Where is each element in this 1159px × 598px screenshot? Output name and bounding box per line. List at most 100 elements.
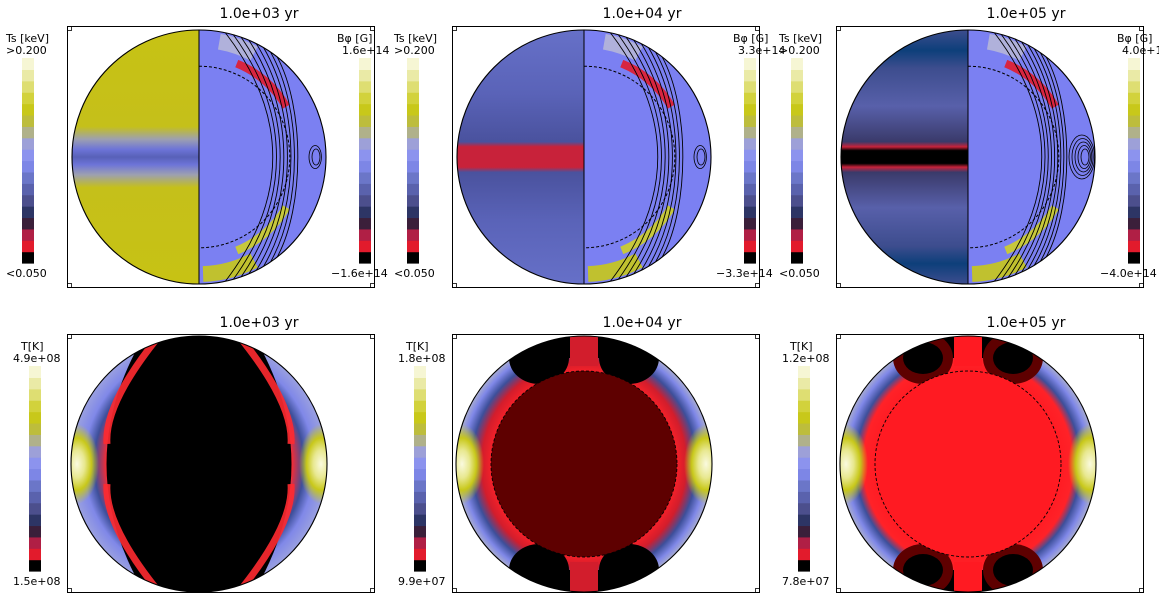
t-min-2: 9.9e+07	[398, 575, 446, 588]
bottom-panel-3-t-colorbar-swatch	[798, 491, 810, 504]
top-panel-3-field-line	[1039, 52, 1065, 262]
top-panel-3-field-line	[1021, 41, 1056, 273]
bottom-panel-1-t-colorbar-swatch	[29, 491, 41, 504]
top-panel-3-field-line	[994, 32, 1043, 282]
bottom-panel-1-frame-tick	[67, 588, 72, 593]
top-panel-3-bphi-colorbar-swatch	[1128, 114, 1140, 127]
top-panel-3-ts-colorbar-swatch	[791, 103, 803, 116]
top-panel-3-field-line	[1033, 48, 1062, 266]
top-panel-3-bphi-colorbar-swatch	[1128, 92, 1140, 105]
bottom-panel-3-t-colorbar-swatch	[798, 377, 810, 390]
top-panel-3-frame	[836, 26, 1144, 288]
top-panel-3-field-line	[1001, 34, 1046, 280]
bottom-panel-1-t-colorbar-swatch	[29, 502, 41, 515]
bottom-panel-2-t-colorbar-swatch	[414, 559, 426, 572]
ts-max-3: >0.200	[779, 44, 820, 57]
top-panel-1-field-line	[225, 32, 274, 282]
bottom-panel-3-t-colorbar-swatch	[798, 388, 810, 401]
top-panel-3-bphi-colorbar-swatch	[1128, 206, 1140, 219]
top-panel-3-field-line	[1014, 38, 1052, 276]
bottom-panel-1-red-tongue	[236, 483, 295, 592]
top-panel-2-bphi-colorbar-swatch	[744, 171, 756, 184]
bottom-panel-2-south-spike	[570, 562, 598, 592]
top-panel-2-frame-tick	[755, 26, 760, 31]
bottom-panel-1-map	[71, 336, 327, 592]
top-panel-3-ts-colorbar	[791, 58, 803, 264]
bottom-panel-2-t-colorbar-swatch	[414, 525, 426, 538]
bottom-panel-2-t-colorbar-swatch	[414, 479, 426, 492]
bottom-panel-1-t-colorbar-swatch	[29, 514, 41, 527]
top-panel-3-equatorial-loop	[1074, 141, 1093, 173]
bottom-panel-2-t-colorbar-swatch	[414, 445, 426, 458]
top-panel-1-ts-colorbar-swatch	[22, 171, 34, 184]
bottom-panel-1-t-colorbar	[29, 366, 41, 572]
bottom-panel-1-frame-border	[67, 334, 375, 593]
top-panel-2-bphi-colorbar-swatch	[744, 217, 756, 230]
top-panel-2-bphi-colorbar-swatch	[744, 183, 756, 196]
ts-max-2: >0.200	[394, 44, 435, 57]
top-panel-1-field-line	[270, 51, 295, 263]
top-panel-1-north-fade	[217, 33, 258, 61]
top-panel-1-frame	[67, 26, 375, 288]
top-panel-1-frame-border	[67, 26, 375, 288]
top-panel-2-bphi-colorbar-swatch	[744, 137, 756, 150]
top-panel-1-bphi-colorbar-swatch	[359, 80, 371, 93]
bottom-panel-2-t-colorbar-swatch	[414, 411, 426, 424]
bottom-panel-2-core	[491, 371, 677, 557]
top-panel-2-ts-colorbar-swatch	[407, 114, 419, 127]
bottom-panel-3-hot-spot-left	[840, 424, 868, 504]
top-panel-2-bphi-colorbar	[744, 58, 756, 264]
bottom-panel-2-t-colorbar-swatch	[414, 536, 426, 549]
bottom-panel-3-t-colorbar	[798, 366, 810, 572]
top-panel-1-bphi-colorbar-swatch	[359, 126, 371, 139]
bottom-panel-1-frame	[67, 334, 375, 593]
bottom-panel-3-core-boundary	[874, 370, 1062, 558]
t-max-2: 1.8e+08	[398, 352, 446, 365]
bottom-panel-3-frame-tick	[836, 334, 841, 339]
bottom-panel-2-t-colorbar-swatch	[414, 468, 426, 481]
top-panel-1-field-line	[263, 47, 292, 267]
top-panel-2-field-line	[633, 39, 670, 275]
bottom-panel-2-t-colorbar	[414, 366, 426, 572]
t-label-3: T[K]	[790, 340, 813, 353]
top-panel-2-ts-colorbar-swatch	[407, 171, 419, 184]
top-panel-1-bphi-colorbar-swatch	[359, 137, 371, 150]
bottom-panel-1-t-colorbar-swatch	[29, 400, 41, 413]
top-panel-3-field-line	[1007, 36, 1049, 278]
top-panel-2-ts-colorbar-swatch	[407, 194, 419, 207]
bottom-panel-2-core-boundary	[490, 370, 678, 558]
bottom-panel-3-t-colorbar-swatch	[798, 366, 810, 378]
bottom-panel-1-red-tongue	[103, 336, 162, 445]
top-panel-3-ts-colorbar-swatch	[791, 228, 803, 241]
bphi-min-3: −4.0e+14	[1100, 267, 1157, 280]
ts-label-1: Ts [keV]	[6, 32, 49, 45]
top-panel-2-ts-colorbar-swatch	[407, 160, 419, 173]
top-panel-1-red-tail	[235, 59, 290, 109]
top-title-1: 1.0e+03 yr	[219, 6, 299, 22]
top-panel-3-frame-tick	[836, 26, 841, 31]
top-panel-3-red-tail	[1004, 59, 1059, 109]
top-panel-2-ts-colorbar-swatch	[407, 251, 419, 264]
bottom-panel-2	[455, 335, 713, 593]
bphi-min-2: −3.3e+14	[716, 267, 773, 280]
top-panel-3-south-fade	[971, 253, 1027, 282]
bottom-panel-3-t-colorbar-swatch	[798, 468, 810, 481]
top-panel-2-bphi-colorbar-swatch	[744, 251, 756, 264]
top-panel-3-yellow-tail	[1004, 205, 1059, 255]
bottom-panel-1	[70, 335, 328, 593]
top-panel-2-bphi-colorbar-swatch	[744, 126, 756, 139]
top-panel-1-ts-colorbar-swatch	[22, 228, 34, 241]
bphi-label-3: Bφ [G]	[1117, 32, 1153, 45]
top-panel-3-left-hemisphere	[841, 30, 968, 284]
top-panel-3-equatorial-loop	[1077, 145, 1091, 169]
bottom-panel-1-t-colorbar-swatch	[29, 377, 41, 390]
top-panel-1-bphi-colorbar-swatch	[359, 206, 371, 219]
bottom-panel-2-cap-lobe-inner	[519, 342, 559, 374]
top-panel-2-ts-colorbar-swatch	[407, 58, 419, 70]
top-panel-1-bphi-colorbar-swatch	[359, 194, 371, 207]
top-panel-3-ts-colorbar-swatch	[791, 171, 803, 184]
bottom-panel-2-cap-lobe-inner	[609, 554, 649, 586]
top-panel-3-bphi-colorbar-swatch	[1128, 160, 1140, 173]
top-panel-1-ts-colorbar-swatch	[22, 251, 34, 264]
bottom-panel-2-map	[456, 336, 712, 592]
